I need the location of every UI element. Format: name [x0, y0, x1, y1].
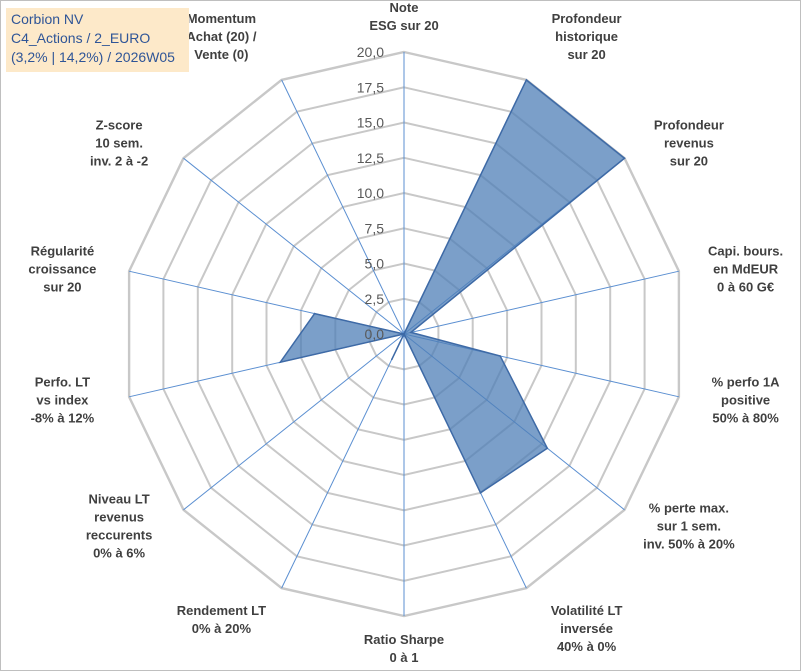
axis-label: Ratio Sharpe 0 à 1	[364, 632, 444, 665]
tick-label: 17,5	[357, 79, 384, 95]
radar-series	[278, 78, 626, 494]
axis-label-line: % perfo 1A	[712, 374, 781, 389]
axis-label-line: 0 à 1	[390, 650, 419, 665]
axis-label-line: croissance	[28, 262, 96, 277]
axis-label-line: revenus	[664, 136, 714, 151]
axis-label-line: positive	[721, 392, 770, 407]
chart-title-company: Corbion NV	[11, 11, 84, 27]
axis-label-line: sur 1 sem.	[657, 518, 721, 533]
axis-label: Régularité croissance sur 20	[28, 244, 96, 295]
axis-label-line: 50% à 80%	[712, 410, 779, 425]
axis-label-line: sur 20	[567, 47, 605, 62]
axis-label: Niveau LT revenus reccurents 0% à 6%	[86, 491, 152, 560]
chart-title-stats: (3,2% | 14,2%) / 2026W05	[11, 49, 175, 65]
axis-label: Capi. bours. en MdEUR 0 à 60 G€	[708, 244, 783, 295]
series-point	[391, 358, 393, 361]
tick-label: 10,0	[357, 185, 384, 201]
axis-label-line: inv. 50% à 20%	[643, 536, 735, 551]
tick-label: 15,0	[357, 115, 384, 131]
axis-label-line: Volatilité LT	[551, 603, 623, 618]
axis-label-line: 0% à 6%	[93, 545, 145, 560]
axis-label-line: Achat (20) /	[186, 29, 256, 44]
axis-label-line: sur 20	[43, 280, 81, 295]
axis-label-line: inversée	[560, 621, 613, 636]
radar-tick-labels: 0,0 2,5 5,0 7,5 10,0 12,5 15,0 17,5 20,0	[357, 44, 384, 342]
axis-label-line: Momentum	[187, 11, 256, 26]
tick-label: 2,5	[365, 291, 385, 307]
tick-label: 0,0	[365, 326, 385, 342]
series-point	[525, 79, 528, 81]
tick-label: 20,0	[357, 44, 384, 60]
axis-label-line: sur 20	[670, 154, 708, 169]
tick-label: 12,5	[357, 150, 384, 166]
series-point	[410, 331, 412, 334]
series-point	[403, 333, 405, 335]
radar-axis-labels: Note ESG sur 20 Profondeur historique sur 20…	[28, 0, 783, 665]
axis-label-line: ESG sur 20	[369, 18, 438, 33]
axis-label-line: -8% à 12%	[31, 410, 95, 425]
axis-label-line: Perfo. LT	[35, 374, 90, 389]
axis-label-line: Profondeur	[552, 11, 622, 26]
chart-title-box: Corbion NV C4_Actions / 2_EURO (3,2% | 1…	[6, 8, 189, 72]
axis-label-line: 0% à 20%	[192, 621, 252, 636]
axis-spoke	[281, 333, 405, 589]
axis-spoke	[281, 79, 405, 335]
axis-label-line: 0 à 60 G€	[717, 280, 774, 295]
series-point	[546, 447, 549, 450]
axis-spoke	[183, 157, 405, 335]
series-area	[278, 78, 626, 494]
axis-label: Z-score 10 sem. inv. 2 à -2	[90, 118, 148, 169]
series-point	[279, 361, 282, 364]
axis-label-line: Profondeur	[654, 118, 724, 133]
series-point	[623, 157, 626, 159]
axis-label-line: historique	[555, 29, 618, 44]
series-point	[313, 312, 316, 315]
tick-label: 7,5	[365, 220, 385, 236]
axis-label: Profondeur historique sur 20	[552, 11, 622, 62]
axis-label-line: Rendement LT	[177, 603, 266, 618]
axis-label-line: inv. 2 à -2	[90, 154, 148, 169]
axis-label: Profondeur revenus sur 20	[654, 118, 724, 169]
axis-label-line: Niveau LT	[89, 491, 150, 506]
axis-label-line: Vente (0)	[194, 47, 248, 62]
axis-label-line: Z-score	[96, 118, 143, 133]
series-point	[479, 492, 482, 494]
axis-label-line: Capi. bours.	[708, 244, 783, 259]
axis-label-line: Ratio Sharpe	[364, 632, 444, 647]
series-point	[499, 355, 502, 357]
axis-label-line: vs index	[36, 392, 89, 407]
axis-label: Perfo. LT vs index -8% à 12%	[31, 374, 95, 425]
axis-label: Volatilité LT inversée 40% à 0%	[551, 603, 623, 654]
axis-spoke	[183, 333, 405, 511]
axis-label: Rendement LT 0% à 20%	[177, 603, 266, 636]
axis-label: % perfo 1A positive 50% à 80%	[712, 374, 781, 425]
axis-label-line: Note	[390, 0, 419, 15]
axis-label-line: 40% à 0%	[557, 639, 617, 654]
axis-label-line: reccurents	[86, 527, 152, 542]
axis-label-line: revenus	[94, 509, 144, 524]
tick-label: 5,0	[365, 256, 385, 272]
axis-label: Note ESG sur 20	[369, 0, 438, 33]
axis-label-line: 10 sem.	[95, 136, 143, 151]
chart-title-category: C4_Actions / 2_EURO	[11, 30, 151, 46]
axis-label: Momentum Achat (20) / Vente (0)	[186, 11, 256, 62]
axis-label-line: Régularité	[31, 244, 95, 259]
axis-label-line: en MdEUR	[713, 262, 779, 277]
axis-label-line: % perte max.	[649, 500, 729, 515]
axis-label: % perte max. sur 1 sem. inv. 50% à 20%	[643, 500, 735, 551]
axis-spoke	[403, 270, 680, 335]
